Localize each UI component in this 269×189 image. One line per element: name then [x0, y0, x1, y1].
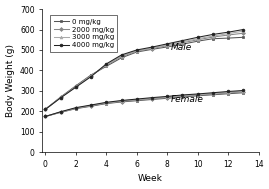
4000 mg/kg [74, 86, 77, 88]
4000 mg/kg [181, 40, 184, 42]
3000 mg/kg [74, 86, 77, 88]
2000 mg/kg [44, 108, 47, 110]
0 mg/kg [181, 43, 184, 45]
Line: 2000 mg/kg: 2000 mg/kg [44, 32, 245, 111]
0 mg/kg [226, 37, 230, 39]
4000 mg/kg [211, 33, 215, 36]
2000 mg/kg [135, 50, 139, 52]
4000 mg/kg [196, 36, 199, 38]
2000 mg/kg [74, 85, 77, 88]
3000 mg/kg [242, 30, 245, 32]
0 mg/kg [166, 46, 169, 48]
3000 mg/kg [120, 55, 123, 57]
3000 mg/kg [135, 50, 139, 52]
3000 mg/kg [226, 33, 230, 35]
2000 mg/kg [120, 55, 123, 58]
Line: 0 mg/kg: 0 mg/kg [44, 36, 245, 111]
3000 mg/kg [90, 75, 93, 77]
0 mg/kg [105, 65, 108, 67]
3000 mg/kg [105, 64, 108, 66]
Legend: 0 mg/kg, 2000 mg/kg, 3000 mg/kg, 4000 mg/kg: 0 mg/kg, 2000 mg/kg, 3000 mg/kg, 4000 mg… [50, 15, 118, 52]
3000 mg/kg [59, 97, 62, 99]
Line: 4000 mg/kg: 4000 mg/kg [44, 28, 245, 111]
0 mg/kg [90, 74, 93, 76]
2000 mg/kg [105, 64, 108, 67]
Text: Male: Male [170, 43, 192, 52]
2000 mg/kg [59, 96, 62, 98]
X-axis label: Week: Week [138, 174, 163, 184]
2000 mg/kg [150, 47, 154, 50]
Line: 3000 mg/kg: 3000 mg/kg [44, 30, 245, 111]
4000 mg/kg [166, 43, 169, 45]
3000 mg/kg [181, 41, 184, 43]
0 mg/kg [120, 57, 123, 59]
4000 mg/kg [242, 28, 245, 31]
3000 mg/kg [150, 47, 154, 49]
4000 mg/kg [105, 63, 108, 65]
4000 mg/kg [120, 54, 123, 56]
3000 mg/kg [196, 38, 199, 40]
0 mg/kg [59, 96, 62, 98]
2000 mg/kg [166, 45, 169, 47]
0 mg/kg [74, 85, 77, 87]
3000 mg/kg [44, 108, 47, 110]
4000 mg/kg [150, 46, 154, 48]
4000 mg/kg [135, 49, 139, 51]
2000 mg/kg [226, 34, 230, 36]
2000 mg/kg [196, 39, 199, 41]
0 mg/kg [44, 108, 47, 110]
2000 mg/kg [211, 36, 215, 38]
Text: Female: Female [170, 95, 203, 104]
4000 mg/kg [44, 108, 47, 110]
3000 mg/kg [211, 35, 215, 37]
3000 mg/kg [166, 44, 169, 46]
Y-axis label: Body Weight (g): Body Weight (g) [6, 44, 15, 117]
2000 mg/kg [181, 42, 184, 44]
0 mg/kg [150, 48, 154, 50]
0 mg/kg [242, 36, 245, 38]
4000 mg/kg [226, 31, 230, 33]
0 mg/kg [196, 40, 199, 42]
2000 mg/kg [242, 32, 245, 34]
4000 mg/kg [90, 75, 93, 78]
4000 mg/kg [59, 97, 62, 99]
2000 mg/kg [90, 74, 93, 77]
0 mg/kg [135, 51, 139, 53]
0 mg/kg [211, 38, 215, 40]
